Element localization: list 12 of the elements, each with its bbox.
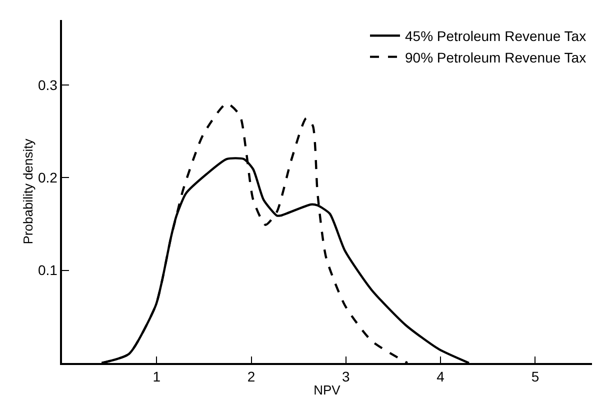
x-tick-label: 1 (152, 368, 161, 385)
x-tick-label: 3 (342, 368, 350, 385)
y-tick-label: 0.1 (38, 262, 58, 278)
y-axis-title: Probability density (20, 138, 36, 244)
x-tick-label: 5 (531, 368, 540, 385)
x-axis-title: NPV (314, 382, 341, 398)
legend-label: 45% Petroleum Revenue Tax (405, 28, 586, 44)
legend-label: 90% Petroleum Revenue Tax (405, 49, 586, 66)
x-tick-label: 4 (436, 368, 445, 385)
y-tick-label: 0.3 (38, 76, 58, 93)
y-tick-label: 0.2 (38, 169, 58, 186)
x-tick-label: 2 (247, 368, 256, 385)
